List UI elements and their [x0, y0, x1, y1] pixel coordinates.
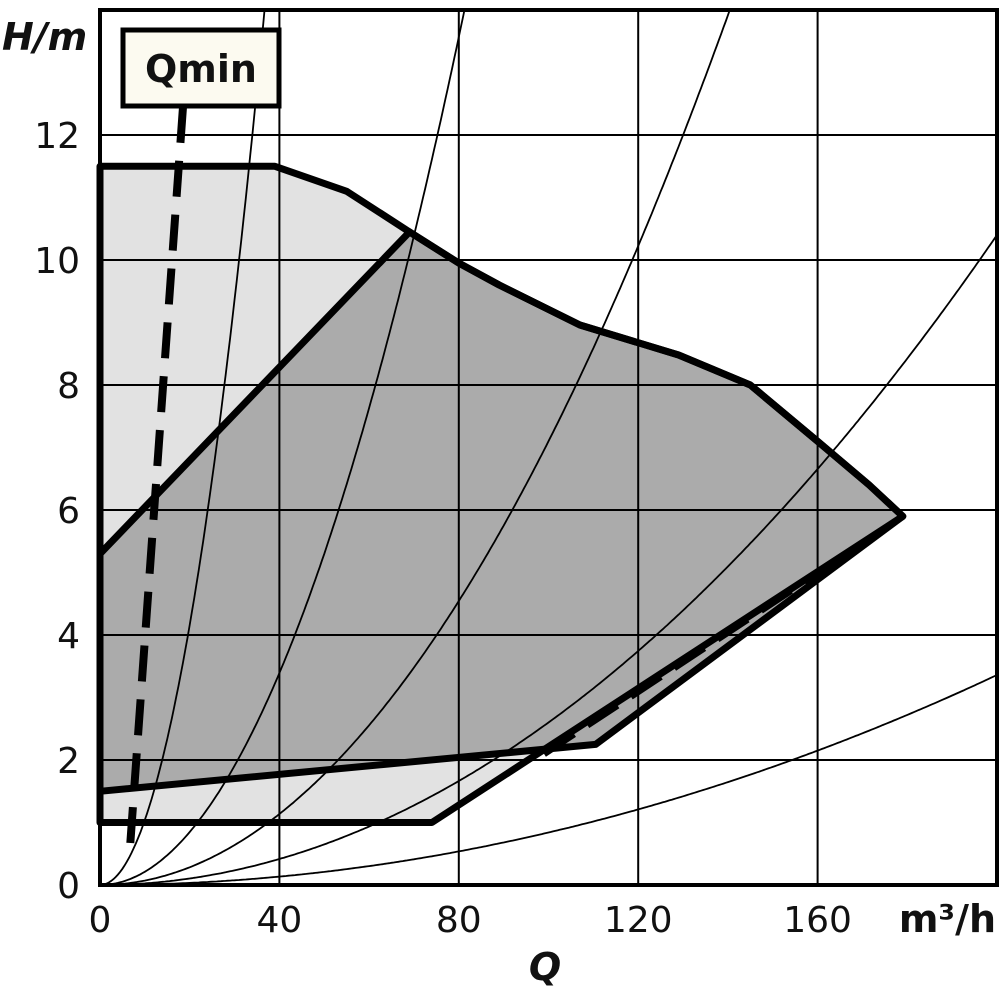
y-axis-label: H/m: [2, 15, 87, 59]
x-axis-label: Q: [529, 945, 561, 989]
system-curve: [100, 10, 466, 885]
x-tick-label: 80: [436, 900, 482, 941]
y-tick-label: 12: [34, 116, 80, 157]
y-tick-label: 10: [34, 241, 80, 282]
y-tick-label: 8: [57, 366, 80, 407]
qmin-dashed-line: [126, 106, 187, 848]
x-tick-label: 40: [256, 900, 302, 941]
system-curve: [100, 10, 266, 885]
y-tick-label: 6: [57, 491, 80, 532]
system-curve: [100, 674, 997, 885]
lower-dashed-line: [542, 522, 892, 757]
system-curve: [100, 10, 731, 885]
qmin-label-box: [120, 27, 282, 109]
system-curve: [100, 234, 997, 885]
x-tick-label: 160: [783, 900, 852, 941]
x-tick-label: 120: [604, 900, 673, 941]
y-tick-label: 2: [57, 741, 80, 782]
y-tick-label: 0: [57, 866, 80, 907]
y-tick-label: 4: [57, 616, 80, 657]
inner-region-boundary: [96, 228, 907, 795]
x-tick-label: 0: [89, 900, 112, 941]
qmin-label: Qmin: [120, 27, 282, 109]
qmin-label-text: Qmin: [145, 47, 257, 91]
x-axis-unit: m³/h: [899, 897, 996, 941]
